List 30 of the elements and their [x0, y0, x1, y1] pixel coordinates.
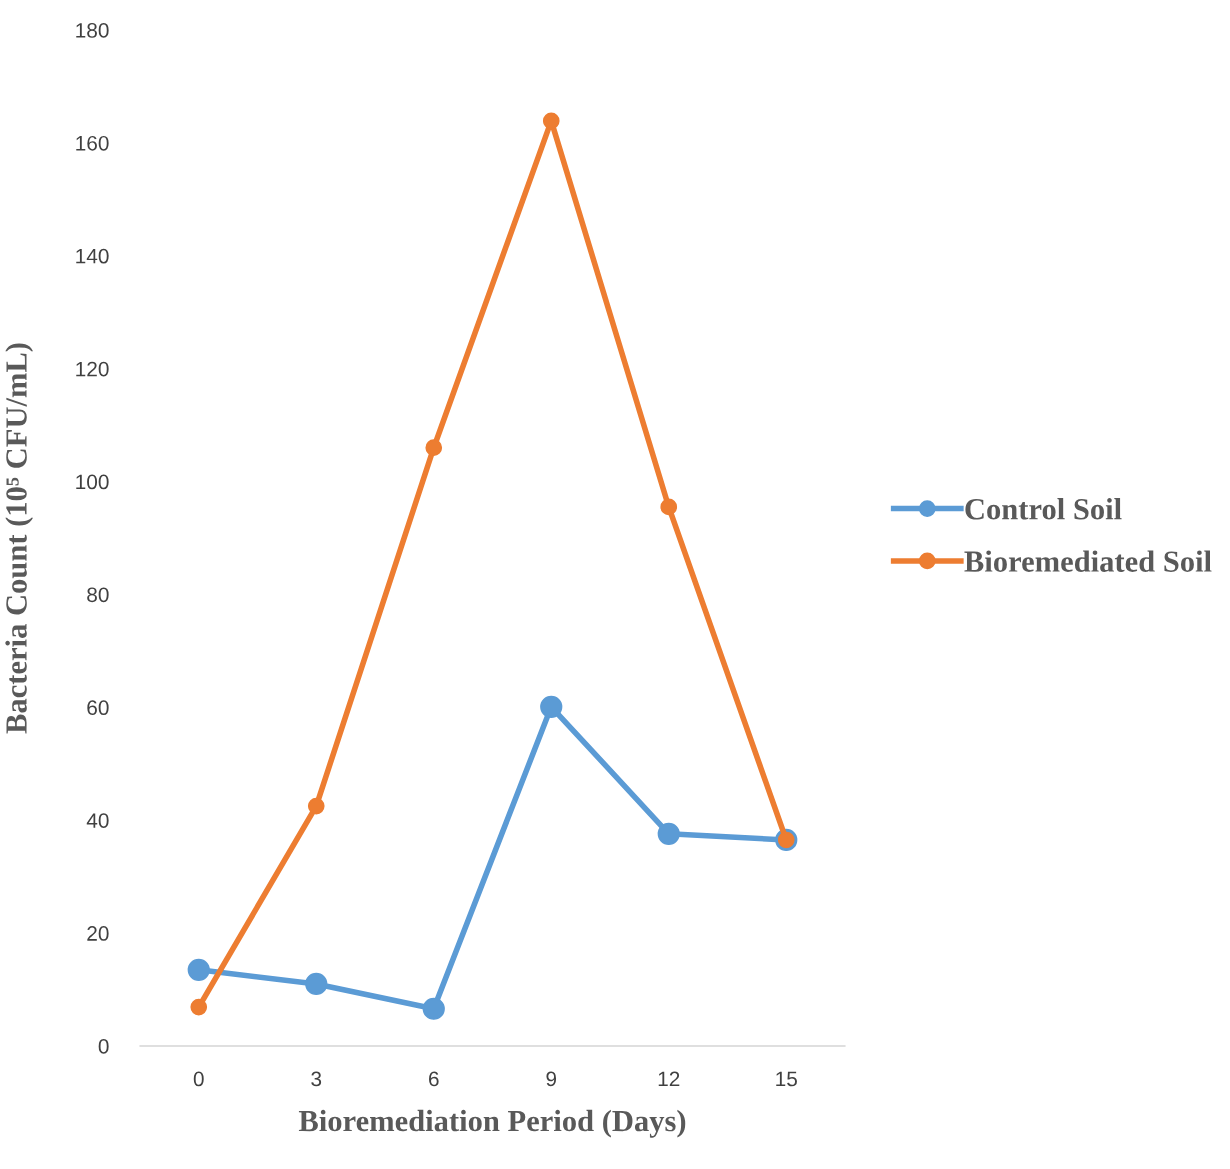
point [422, 997, 445, 1020]
point [190, 998, 208, 1016]
x-axis-title: Bioremediation Period (Days) [298, 1109, 686, 1138]
y-tick-label: 160 [76, 135, 109, 151]
x-tick-label: 15 [776, 1071, 797, 1087]
point [187, 958, 210, 981]
x-tick-label: 12 [658, 1071, 680, 1087]
y-tick-label: 40 [86, 813, 109, 828]
x-tick-label: 0 [193, 1071, 204, 1087]
point [542, 112, 560, 130]
y-tick-label: 80 [87, 587, 109, 603]
point [307, 797, 325, 815]
x-tick-label: 9 [546, 1071, 557, 1087]
legend-label: Bioremediated Soil [964, 550, 1212, 572]
x-tick-label: 3 [311, 1071, 322, 1087]
y-tick-label: 180 [76, 23, 109, 38]
y-tick-label: 20 [87, 926, 109, 941]
y-tick-label: 60 [87, 700, 109, 716]
y-tick-label: 100 [76, 474, 109, 490]
point [425, 439, 443, 457]
y-tick-label: 120 [76, 361, 109, 377]
y-axis-title: Bacteria Count (10⁵ CFU/mL) [5, 343, 34, 734]
point [540, 695, 563, 718]
legend-label: Control Soil [965, 498, 1122, 520]
y-tick-label: 0 [98, 1039, 109, 1054]
y-tick-label: 140 [76, 248, 109, 264]
x-tick-label: 6 [429, 1071, 439, 1087]
point [305, 972, 328, 996]
point [660, 498, 678, 516]
point [657, 822, 680, 845]
